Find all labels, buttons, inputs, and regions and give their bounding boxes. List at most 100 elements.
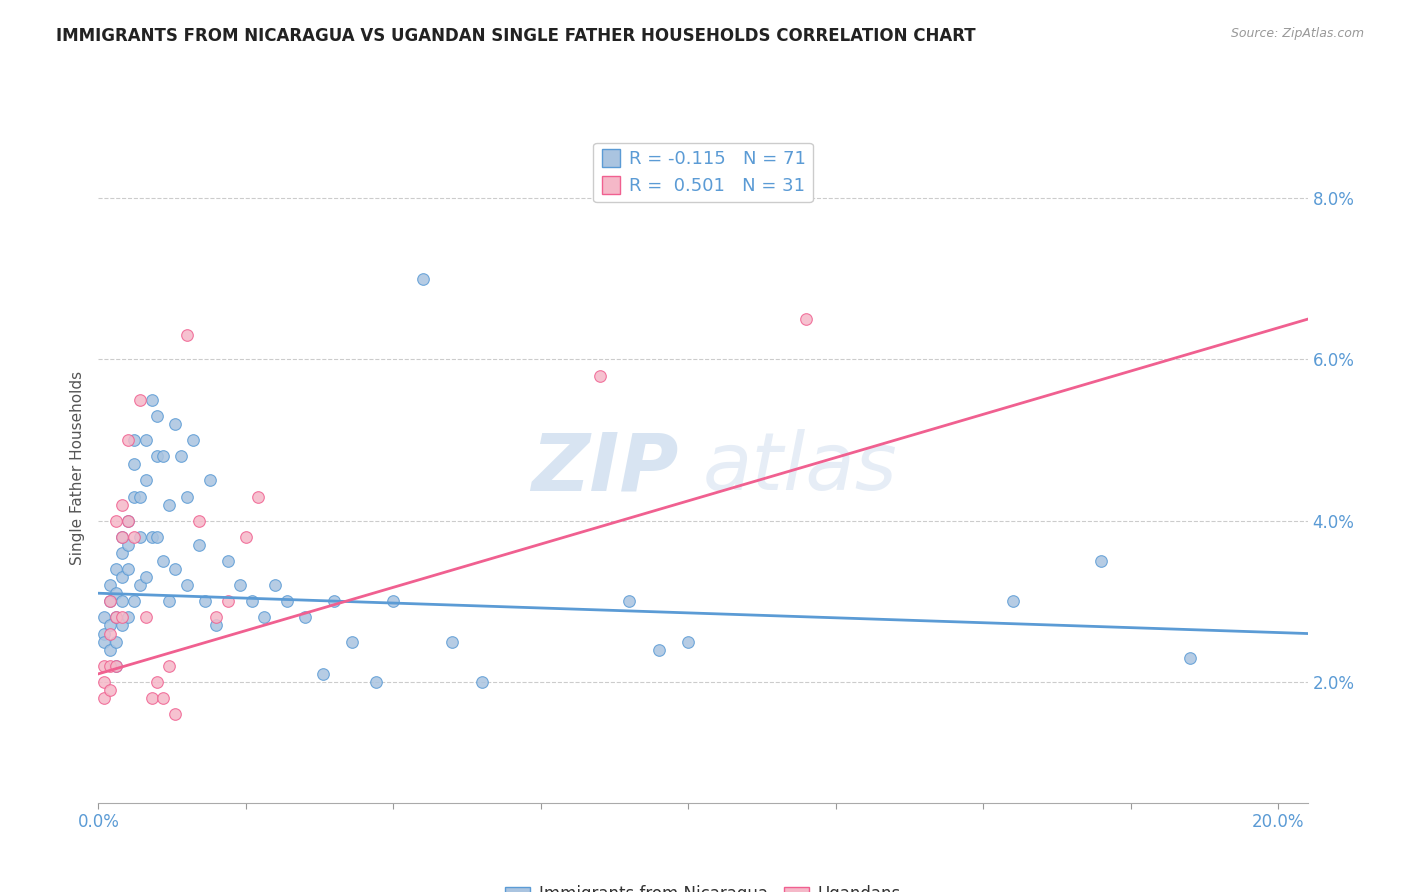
Point	[105, 610, 128, 624]
Point	[105, 514, 128, 528]
Point	[135, 474, 157, 488]
Point	[93, 626, 115, 640]
Point	[111, 530, 134, 544]
Point	[229, 578, 252, 592]
Point	[619, 594, 641, 608]
Point	[141, 691, 163, 706]
Point	[111, 610, 134, 624]
Point	[93, 658, 115, 673]
Point	[146, 409, 169, 423]
Point	[471, 674, 494, 689]
Point	[111, 498, 134, 512]
Point	[200, 474, 222, 488]
Point	[128, 490, 150, 504]
Point	[235, 530, 257, 544]
Point	[93, 634, 115, 648]
Point	[1178, 650, 1201, 665]
Point	[187, 514, 209, 528]
Point	[146, 449, 169, 463]
Point	[678, 634, 700, 648]
Point	[98, 642, 121, 657]
Point	[117, 433, 139, 447]
Point	[205, 610, 228, 624]
Point	[122, 530, 145, 544]
Point	[152, 691, 174, 706]
Point	[117, 610, 139, 624]
Point	[93, 610, 115, 624]
Point	[128, 530, 150, 544]
Point	[117, 538, 139, 552]
Point	[98, 578, 121, 592]
Point	[128, 392, 150, 407]
Point	[105, 562, 128, 576]
Point	[217, 594, 239, 608]
Point	[98, 594, 121, 608]
Point	[246, 490, 269, 504]
Point	[165, 417, 187, 431]
Point	[648, 642, 671, 657]
Point	[794, 312, 817, 326]
Point	[105, 634, 128, 648]
Point	[187, 538, 209, 552]
Point	[93, 674, 115, 689]
Point	[176, 578, 198, 592]
Point	[181, 433, 204, 447]
Point	[205, 618, 228, 632]
Point	[152, 554, 174, 568]
Point	[117, 562, 139, 576]
Point	[122, 457, 145, 471]
Point	[111, 570, 134, 584]
Text: ZIP: ZIP	[531, 429, 679, 508]
Point	[176, 328, 198, 343]
Point	[117, 514, 139, 528]
Point	[111, 530, 134, 544]
Point	[323, 594, 346, 608]
Point	[111, 546, 134, 560]
Point	[105, 610, 128, 624]
Point	[240, 594, 263, 608]
Point	[135, 433, 157, 447]
Point	[294, 610, 316, 624]
Point	[141, 530, 163, 544]
Point	[441, 634, 464, 648]
Point	[141, 392, 163, 407]
Point	[98, 594, 121, 608]
Point	[1090, 554, 1112, 568]
Point	[165, 707, 187, 722]
Point	[382, 594, 405, 608]
Point	[105, 658, 128, 673]
Point	[135, 570, 157, 584]
Point	[176, 490, 198, 504]
Point	[98, 626, 121, 640]
Y-axis label: Single Father Households: Single Father Households	[70, 371, 86, 566]
Point	[1001, 594, 1024, 608]
Text: Source: ZipAtlas.com: Source: ZipAtlas.com	[1230, 27, 1364, 40]
Point	[165, 562, 187, 576]
Point	[412, 272, 434, 286]
Point	[122, 594, 145, 608]
Point	[122, 433, 145, 447]
Point	[93, 691, 115, 706]
Legend: Immigrants from Nicaragua, Ugandans: Immigrants from Nicaragua, Ugandans	[499, 878, 907, 892]
Point	[157, 498, 180, 512]
Point	[111, 618, 134, 632]
Point	[152, 449, 174, 463]
Point	[105, 658, 128, 673]
Point	[364, 674, 387, 689]
Point	[98, 682, 121, 697]
Text: IMMIGRANTS FROM NICARAGUA VS UGANDAN SINGLE FATHER HOUSEHOLDS CORRELATION CHART: IMMIGRANTS FROM NICARAGUA VS UGANDAN SIN…	[56, 27, 976, 45]
Point	[194, 594, 217, 608]
Point	[98, 658, 121, 673]
Point	[170, 449, 193, 463]
Point	[276, 594, 298, 608]
Point	[146, 530, 169, 544]
Point	[111, 594, 134, 608]
Point	[589, 368, 612, 383]
Point	[98, 618, 121, 632]
Point	[157, 658, 180, 673]
Point	[217, 554, 239, 568]
Point	[122, 490, 145, 504]
Point	[311, 666, 333, 681]
Point	[146, 674, 169, 689]
Point	[157, 594, 180, 608]
